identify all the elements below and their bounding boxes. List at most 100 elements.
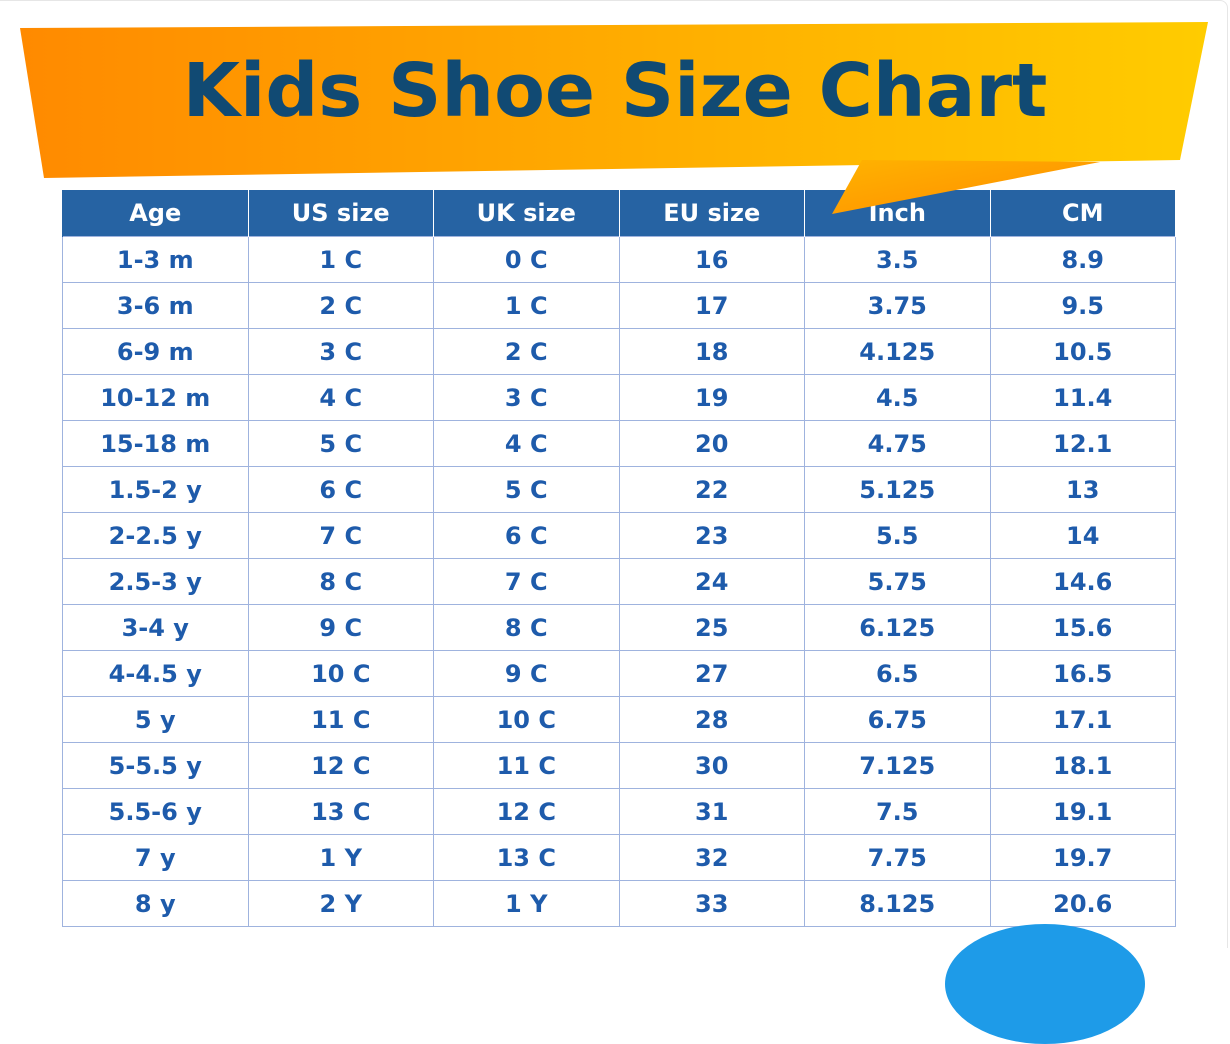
title-banner (20, 22, 1208, 178)
cell-age: 8 y (62, 880, 249, 927)
cell-us: 12 C (247, 742, 434, 789)
cell-uk: 5 C (433, 466, 620, 513)
cell-age: 10-12 m (62, 374, 249, 421)
cell-us: 5 C (247, 420, 434, 467)
table-row: 5.5-6 y 13 C 12 C 31 7.5 19.1 (62, 788, 1176, 835)
cell-uk: 10 C (433, 696, 620, 743)
cell-eu: 18 (618, 328, 805, 375)
cell-cm: 18.1 (989, 742, 1176, 789)
cell-inch: 4.5 (804, 374, 991, 421)
cell-us: 6 C (247, 466, 434, 513)
cell-us: 13 C (247, 788, 434, 835)
cell-eu: 33 (618, 880, 805, 927)
cell-inch: 8.125 (804, 880, 991, 927)
cell-uk: 13 C (433, 834, 620, 881)
cell-cm: 14 (989, 512, 1176, 559)
cell-eu: 20 (618, 420, 805, 467)
cell-age: 15-18 m (62, 420, 249, 467)
cell-us: 11 C (247, 696, 434, 743)
cell-cm: 9.5 (989, 282, 1176, 329)
cell-inch: 7.75 (804, 834, 991, 881)
cell-age: 5.5-6 y (62, 788, 249, 835)
cell-cm: 14.6 (989, 558, 1176, 605)
cell-us: 10 C (247, 650, 434, 697)
cell-cm: 19.1 (989, 788, 1176, 835)
cell-uk: 12 C (433, 788, 620, 835)
header-inch: Inch (804, 190, 991, 237)
cell-eu: 22 (618, 466, 805, 513)
cell-eu: 19 (618, 374, 805, 421)
cell-eu: 31 (618, 788, 805, 835)
cell-eu: 16 (618, 236, 805, 283)
cell-eu: 24 (618, 558, 805, 605)
cell-age: 3-6 m (62, 282, 249, 329)
table-row: 5 y 11 C 10 C 28 6.75 17.1 (62, 696, 1176, 743)
cell-age: 3-4 y (62, 604, 249, 651)
cell-cm: 12.1 (989, 420, 1176, 467)
cell-age: 2-2.5 y (62, 512, 249, 559)
cell-cm: 16.5 (989, 650, 1176, 697)
cell-inch: 7.5 (804, 788, 991, 835)
cell-inch: 6.125 (804, 604, 991, 651)
table-header-row: Age US size UK size EU size Inch CM (62, 190, 1176, 237)
banner-shape (20, 22, 1208, 178)
cell-us: 2 C (247, 282, 434, 329)
cell-inch: 6.75 (804, 696, 991, 743)
cell-cm: 19.7 (989, 834, 1176, 881)
cell-inch: 5.125 (804, 466, 991, 513)
cell-uk: 1 C (433, 282, 620, 329)
cell-uk: 11 C (433, 742, 620, 789)
cell-eu: 32 (618, 834, 805, 881)
corner-circle-decoration (945, 924, 1145, 1044)
cell-inch: 5.5 (804, 512, 991, 559)
cell-us: 1 C (247, 236, 434, 283)
cell-uk: 4 C (433, 420, 620, 467)
cell-age: 6-9 m (62, 328, 249, 375)
cell-inch: 4.75 (804, 420, 991, 467)
cell-eu: 23 (618, 512, 805, 559)
cell-us: 2 Y (247, 880, 434, 927)
size-table: Age US size UK size EU size Inch CM 1-3 … (62, 190, 1176, 927)
cell-uk: 9 C (433, 650, 620, 697)
cell-inch: 3.5 (804, 236, 991, 283)
cell-us: 3 C (247, 328, 434, 375)
header-eu-size: EU size (618, 190, 805, 237)
cell-cm: 11.4 (989, 374, 1176, 421)
cell-age: 5 y (62, 696, 249, 743)
cell-cm: 15.6 (989, 604, 1176, 651)
page-frame (0, 0, 1228, 948)
cell-uk: 7 C (433, 558, 620, 605)
cell-cm: 13 (989, 466, 1176, 513)
cell-eu: 30 (618, 742, 805, 789)
cell-age: 7 y (62, 834, 249, 881)
cell-inch: 5.75 (804, 558, 991, 605)
header-cm: CM (989, 190, 1176, 237)
header-age: Age (62, 190, 249, 237)
cell-inch: 3.75 (804, 282, 991, 329)
cell-age: 5-5.5 y (62, 742, 249, 789)
cell-us: 8 C (247, 558, 434, 605)
cell-uk: 8 C (433, 604, 620, 651)
cell-inch: 7.125 (804, 742, 991, 789)
table-row: 5-5.5 y 12 C 11 C 30 7.125 18.1 (62, 742, 1176, 789)
cell-us: 9 C (247, 604, 434, 651)
cell-eu: 27 (618, 650, 805, 697)
cell-us: 1 Y (247, 834, 434, 881)
cell-uk: 2 C (433, 328, 620, 375)
cell-eu: 25 (618, 604, 805, 651)
cell-age: 2.5-3 y (62, 558, 249, 605)
cell-eu: 28 (618, 696, 805, 743)
cell-age: 1.5-2 y (62, 466, 249, 513)
cell-uk: 1 Y (433, 880, 620, 927)
cell-cm: 10.5 (989, 328, 1176, 375)
page-title: Kids Shoe Size Chart (182, 48, 1048, 134)
